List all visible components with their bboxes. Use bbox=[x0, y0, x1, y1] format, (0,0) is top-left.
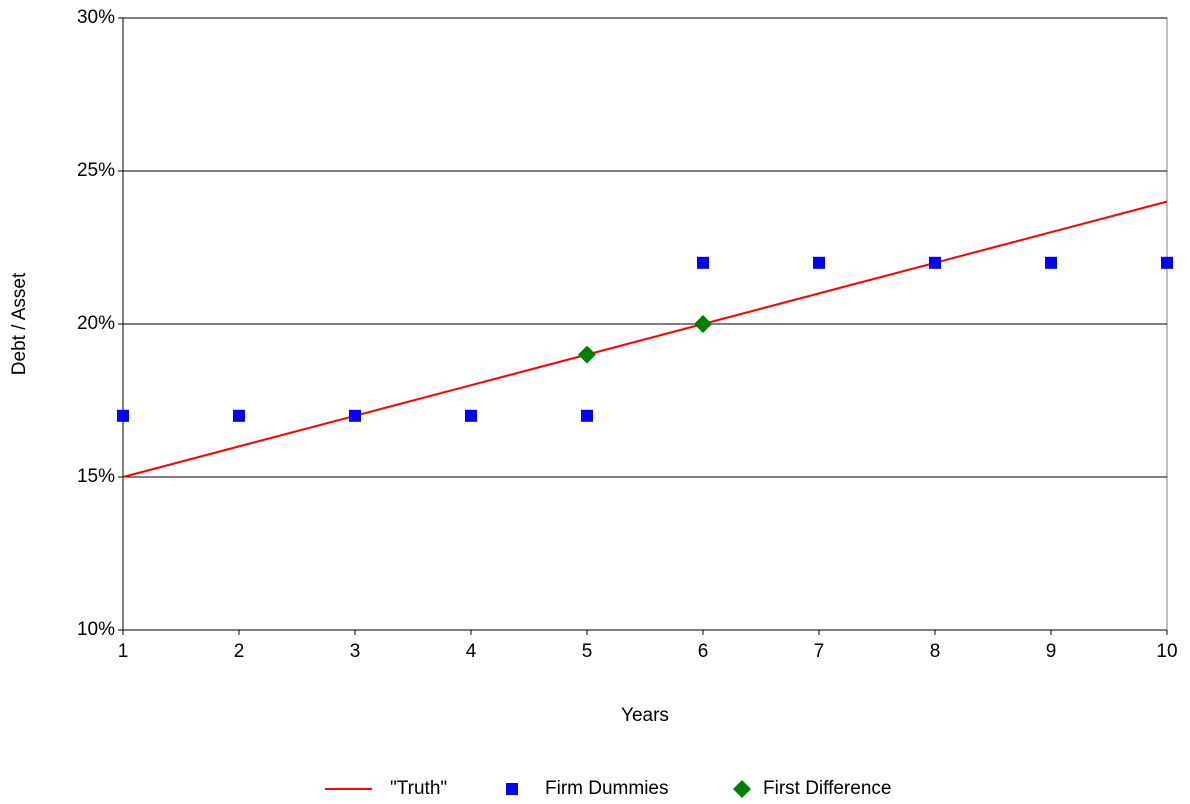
data-point bbox=[465, 409, 477, 422]
data-point bbox=[578, 345, 596, 364]
x-tick-label: 9 bbox=[1046, 641, 1057, 662]
data-point bbox=[929, 256, 941, 269]
data-point bbox=[697, 256, 709, 269]
x-tick-label: 3 bbox=[350, 641, 361, 662]
data-point bbox=[349, 409, 361, 422]
x-tick-label: 1 bbox=[118, 641, 129, 662]
x-tick-label: 8 bbox=[930, 641, 941, 662]
data-point bbox=[581, 409, 593, 422]
y-tick-label: 20% bbox=[77, 313, 115, 334]
data-point bbox=[694, 315, 712, 333]
data-point bbox=[813, 256, 825, 269]
x-tick-label: 5 bbox=[582, 641, 593, 662]
x-tick-label: 7 bbox=[814, 641, 825, 662]
y-tick-label: 15% bbox=[77, 466, 115, 487]
x-tick-label: 6 bbox=[698, 641, 709, 662]
legend-label: Firm Dummies bbox=[545, 778, 669, 799]
legend-label: First Difference bbox=[763, 778, 891, 799]
y-tick-label: 25% bbox=[77, 160, 115, 181]
data-point bbox=[117, 409, 129, 422]
x-tick-label: 10 bbox=[1156, 641, 1177, 662]
x-tick-label: 4 bbox=[466, 641, 477, 662]
legend-label: "Truth" bbox=[390, 778, 447, 799]
series-line bbox=[122, 200, 1168, 478]
y-axis-title: Debt / Asset bbox=[9, 272, 30, 375]
data-point bbox=[1045, 256, 1057, 269]
data-point bbox=[233, 409, 245, 422]
y-tick-label: 10% bbox=[77, 619, 115, 640]
data-point bbox=[1161, 256, 1173, 269]
y-tick-label: 30% bbox=[77, 7, 115, 28]
x-axis-title: Years bbox=[621, 705, 669, 726]
x-tick-label: 2 bbox=[234, 641, 245, 662]
legend-marker bbox=[506, 783, 518, 795]
legend-marker bbox=[733, 780, 751, 798]
